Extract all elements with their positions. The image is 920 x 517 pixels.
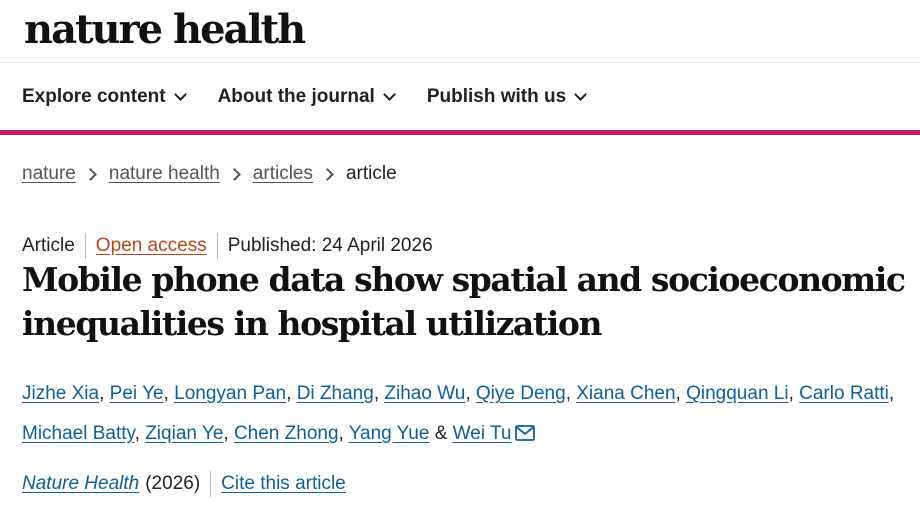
author-list: Jizhe Xia, Pei Ye, Longyan Pan, Di Zhang…: [22, 374, 912, 456]
author-link[interactable]: Wei Tu: [452, 423, 512, 444]
author-link[interactable]: Qiye Deng: [475, 383, 566, 404]
breadcrumb-nature-health[interactable]: nature health: [108, 163, 220, 184]
publication-year: (2026): [145, 473, 201, 494]
nav-item-label: Publish with us: [426, 85, 567, 107]
author-link[interactable]: Chen Zhong: [233, 423, 339, 444]
mail-icon[interactable]: [515, 416, 536, 456]
chevron-down-icon: [173, 87, 187, 101]
breadcrumb-articles[interactable]: articles: [252, 163, 313, 184]
journal-link[interactable]: Nature Health: [22, 473, 140, 494]
chevron-right-icon: [321, 167, 334, 181]
nav-about-journal[interactable]: About the journal: [217, 85, 396, 108]
breadcrumb-nature[interactable]: nature: [22, 163, 76, 184]
site-logo[interactable]: nature health: [24, 6, 306, 53]
article-title: Mobile phone data show spatial and socio…: [22, 260, 906, 343]
article-type: Article: [22, 235, 75, 256]
author-link[interactable]: Qingquan Li: [686, 383, 789, 404]
breadcrumb: nature nature health articles article: [22, 163, 397, 185]
author-link[interactable]: Zihao Wu: [384, 383, 466, 404]
chevron-down-icon: [574, 87, 588, 101]
masthead: nature health: [0, 0, 920, 63]
author-link[interactable]: Di Zhang: [296, 383, 374, 404]
chevron-right-icon: [84, 167, 97, 181]
article-meta: Article Open access Published: 24 April …: [22, 233, 433, 259]
main-nav: Explore content About the journal Publis…: [0, 63, 920, 135]
divider: [216, 233, 218, 259]
chevron-right-icon: [227, 167, 241, 181]
nav-publish-with-us[interactable]: Publish with us: [426, 85, 588, 108]
cite-this-article-link[interactable]: Cite this article: [221, 473, 346, 494]
citation: Nature Health (2026) Cite this article: [22, 471, 346, 497]
chevron-down-icon: [382, 87, 396, 101]
open-access-link[interactable]: Open access: [95, 235, 207, 256]
nav-item-label: About the journal: [217, 85, 375, 107]
author-link[interactable]: Yang Yue: [348, 423, 430, 444]
published-date: Published: 24 April 2026: [227, 235, 433, 256]
divider: [210, 471, 212, 497]
divider: [84, 233, 86, 259]
author-link[interactable]: Pei Ye: [109, 383, 164, 404]
author-link[interactable]: Longyan Pan: [174, 383, 287, 404]
author-link[interactable]: Jizhe Xia: [22, 383, 100, 404]
author-link[interactable]: Michael Batty: [22, 423, 135, 444]
author-conjunction: &: [434, 423, 448, 444]
nav-item-label: Explore content: [22, 85, 166, 107]
author-link[interactable]: Carlo Ratti: [799, 383, 889, 404]
breadcrumb-current: article: [345, 163, 397, 184]
author-link[interactable]: Ziqian Ye: [145, 423, 224, 444]
author-link[interactable]: Xiana Chen: [576, 383, 676, 404]
nav-explore-content[interactable]: Explore content: [22, 85, 187, 108]
